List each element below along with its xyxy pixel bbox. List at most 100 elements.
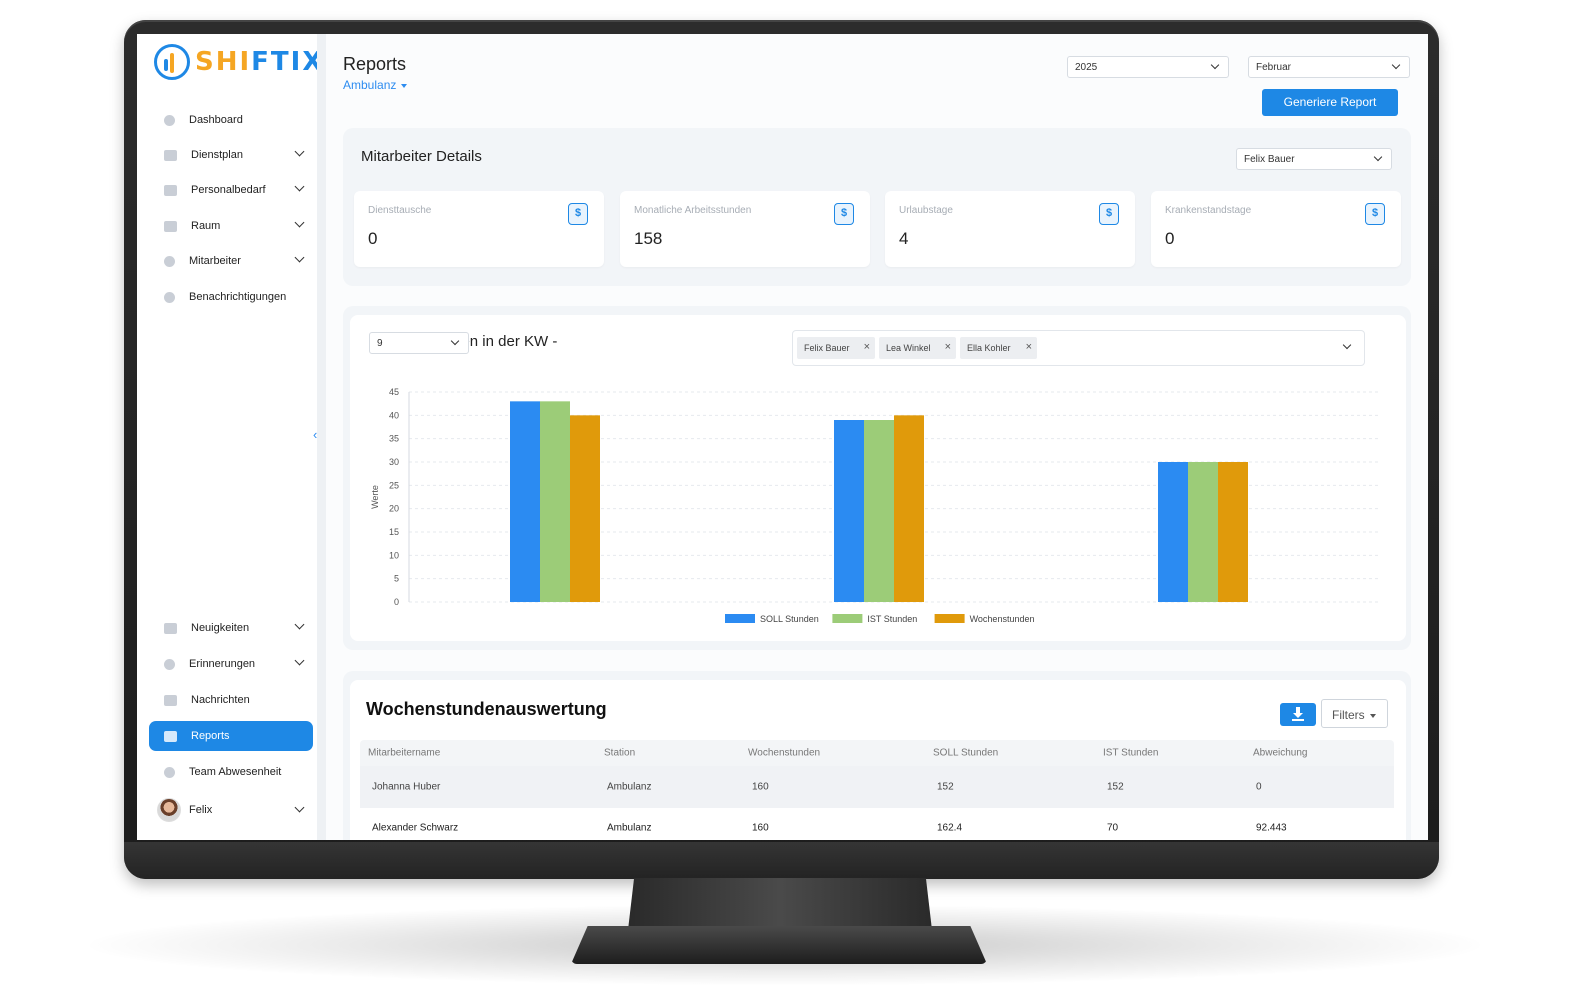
- table-title: Wochenstundenauswertung: [366, 699, 607, 719]
- sidebar: SHIFTIX Dashboard Dienstplan Personalbed…: [137, 34, 322, 840]
- y-tick-label: 5: [394, 574, 399, 584]
- sidebar-item-nachrichten[interactable]: Nachrichten: [149, 685, 313, 715]
- sidebar-item-label: Nachrichten: [191, 694, 250, 706]
- employee-multiselect[interactable]: Felix Bauer × Lea Winkel × Ella Kohler ×: [792, 330, 1365, 366]
- bar: [1158, 462, 1188, 602]
- logo-text-part-b: FTIX: [251, 47, 325, 77]
- sidebar-item-reports[interactable]: Reports: [149, 721, 313, 751]
- close-icon[interactable]: ×: [1025, 341, 1032, 353]
- y-axis-label: Werte: [370, 485, 380, 509]
- filters-button[interactable]: Filters: [1321, 699, 1388, 728]
- collapse-sidebar-icon[interactable]: ‹: [313, 427, 318, 442]
- bar: [864, 420, 894, 602]
- dollar-icon: $: [1365, 203, 1385, 225]
- year-select[interactable]: 2025: [1067, 56, 1229, 78]
- cell-name: Johanna Huber: [372, 781, 441, 793]
- app-logo[interactable]: SHIFTIX: [154, 44, 324, 80]
- report-icon: [164, 730, 177, 742]
- cell-station: Ambulanz: [607, 781, 652, 793]
- mail-icon: [164, 694, 177, 706]
- sidebar-item-label: Benachrichtigungen: [189, 291, 287, 303]
- stat-label: Urlaubstage: [899, 205, 953, 216]
- tag-label: Lea Winkel: [886, 343, 931, 353]
- stat-label: Monatliche Arbeitsstunden: [634, 205, 752, 216]
- y-tick-label: 35: [389, 434, 399, 444]
- table-row[interactable]: Alexander Schwarz Ambulanz 160 162.4 70 …: [360, 808, 1394, 840]
- chevron-down-icon: [294, 802, 305, 813]
- stat-label: Diensttausche: [368, 205, 432, 216]
- news-icon: [164, 622, 177, 634]
- details-title: Mitarbeiter Details: [361, 148, 482, 165]
- tag-label: Felix Bauer: [804, 343, 850, 353]
- column-header[interactable]: SOLL Stunden: [933, 747, 999, 759]
- bell-icon: [164, 291, 175, 303]
- sidebar-item-raum[interactable]: Raum: [149, 211, 313, 241]
- download-icon: [1292, 719, 1304, 721]
- filters-label: Filters: [1332, 708, 1365, 722]
- employee-select[interactable]: Felix Bauer: [1236, 148, 1392, 170]
- sidebar-item-label: Dashboard: [189, 114, 243, 126]
- table-header-row: Mitarbeitername Station Wochenstunden SO…: [360, 740, 1394, 766]
- chevron-down-icon: [294, 181, 305, 192]
- sidebar-item-benachrichtigungen[interactable]: Benachrichtigungen: [149, 282, 313, 312]
- close-icon[interactable]: ×: [863, 341, 870, 353]
- stat-card-urlaubstage: Urlaubstage 4 $: [885, 191, 1135, 267]
- bar: [894, 415, 924, 602]
- sidebar-item-dashboard[interactable]: Dashboard: [149, 105, 313, 135]
- sidebar-item-mitarbeiter[interactable]: Mitarbeiter: [149, 246, 313, 276]
- table-row[interactable]: Johanna Huber Ambulanz 160 152 152 0: [360, 766, 1394, 808]
- stat-card-arbeitsstunden: Monatliche Arbeitsstunden 158 $: [620, 191, 870, 267]
- stat-value: 158: [634, 229, 663, 248]
- sidebar-item-dienstplan[interactable]: Dienstplan: [149, 140, 313, 170]
- page-title: Reports: [343, 54, 407, 74]
- caret-down-icon: [1369, 713, 1376, 718]
- column-header[interactable]: Wochenstunden: [748, 747, 821, 759]
- column-header[interactable]: Mitarbeitername: [368, 747, 441, 759]
- sidebar-item-label: Neuigkeiten: [191, 622, 250, 634]
- avatar: [157, 798, 181, 822]
- weekly-hours-chart: 0 5 10 15 20 25 30 35 40 45 Werte SOLL Stunden IST S…: [370, 387, 1381, 624]
- chevron-down-icon: [294, 217, 305, 228]
- cell-ist-hours: 70: [1107, 822, 1119, 834]
- employee-select-value: Felix Bauer: [1244, 154, 1295, 165]
- chevron-down-icon: [294, 619, 305, 630]
- cell-ist-hours: 152: [1107, 781, 1124, 793]
- y-tick-label: 30: [389, 457, 399, 467]
- cell-deviation: 0: [1256, 781, 1262, 793]
- bar: [510, 401, 540, 602]
- legend-label: SOLL Stunden: [760, 614, 819, 624]
- month-select[interactable]: Februar: [1248, 56, 1410, 78]
- download-button[interactable]: [1280, 703, 1316, 726]
- bar: [570, 415, 600, 602]
- cell-name: Alexander Schwarz: [372, 822, 459, 834]
- sidebar-item-label: Raum: [191, 220, 221, 232]
- column-header[interactable]: Abweichung: [1253, 747, 1308, 759]
- logo-text-part-a: SHI: [195, 47, 252, 77]
- generate-report-button[interactable]: Generiere Report: [1262, 89, 1398, 116]
- cell-deviation: 92.443: [1256, 822, 1287, 834]
- user-name: Felix: [189, 804, 213, 816]
- column-header[interactable]: Station: [604, 747, 636, 759]
- kw-select[interactable]: 9: [369, 332, 469, 354]
- column-header[interactable]: IST Stunden: [1103, 747, 1159, 759]
- monitor-neck: [628, 878, 932, 930]
- tag-ella-kohler: Ella Kohler ×: [960, 337, 1037, 359]
- station-dropdown[interactable]: Ambulanz: [343, 78, 408, 92]
- sidebar-divider: [317, 34, 326, 840]
- sidebar-item-erinnerungen[interactable]: Erinnerungen: [149, 649, 313, 679]
- bar: [1218, 462, 1248, 602]
- sidebar-item-personalbedarf[interactable]: Personalbedarf: [149, 175, 313, 205]
- stat-value: 0: [368, 229, 378, 248]
- bar: [1188, 462, 1218, 602]
- cell-soll-hours: 152: [937, 781, 954, 793]
- logo-text: SHIFTIX: [195, 47, 324, 77]
- sidebar-item-neuigkeiten[interactable]: Neuigkeiten: [149, 613, 313, 643]
- sidebar-item-label: Team Abwesenheit: [189, 766, 282, 778]
- chevron-down-icon: [450, 336, 460, 346]
- chevron-down-icon: [1342, 340, 1352, 350]
- user-menu[interactable]: Felix: [149, 793, 313, 827]
- sidebar-item-team-abwesenheit[interactable]: Team Abwesenheit: [149, 757, 313, 787]
- close-icon[interactable]: ×: [944, 341, 951, 353]
- chevron-down-icon: [294, 252, 305, 263]
